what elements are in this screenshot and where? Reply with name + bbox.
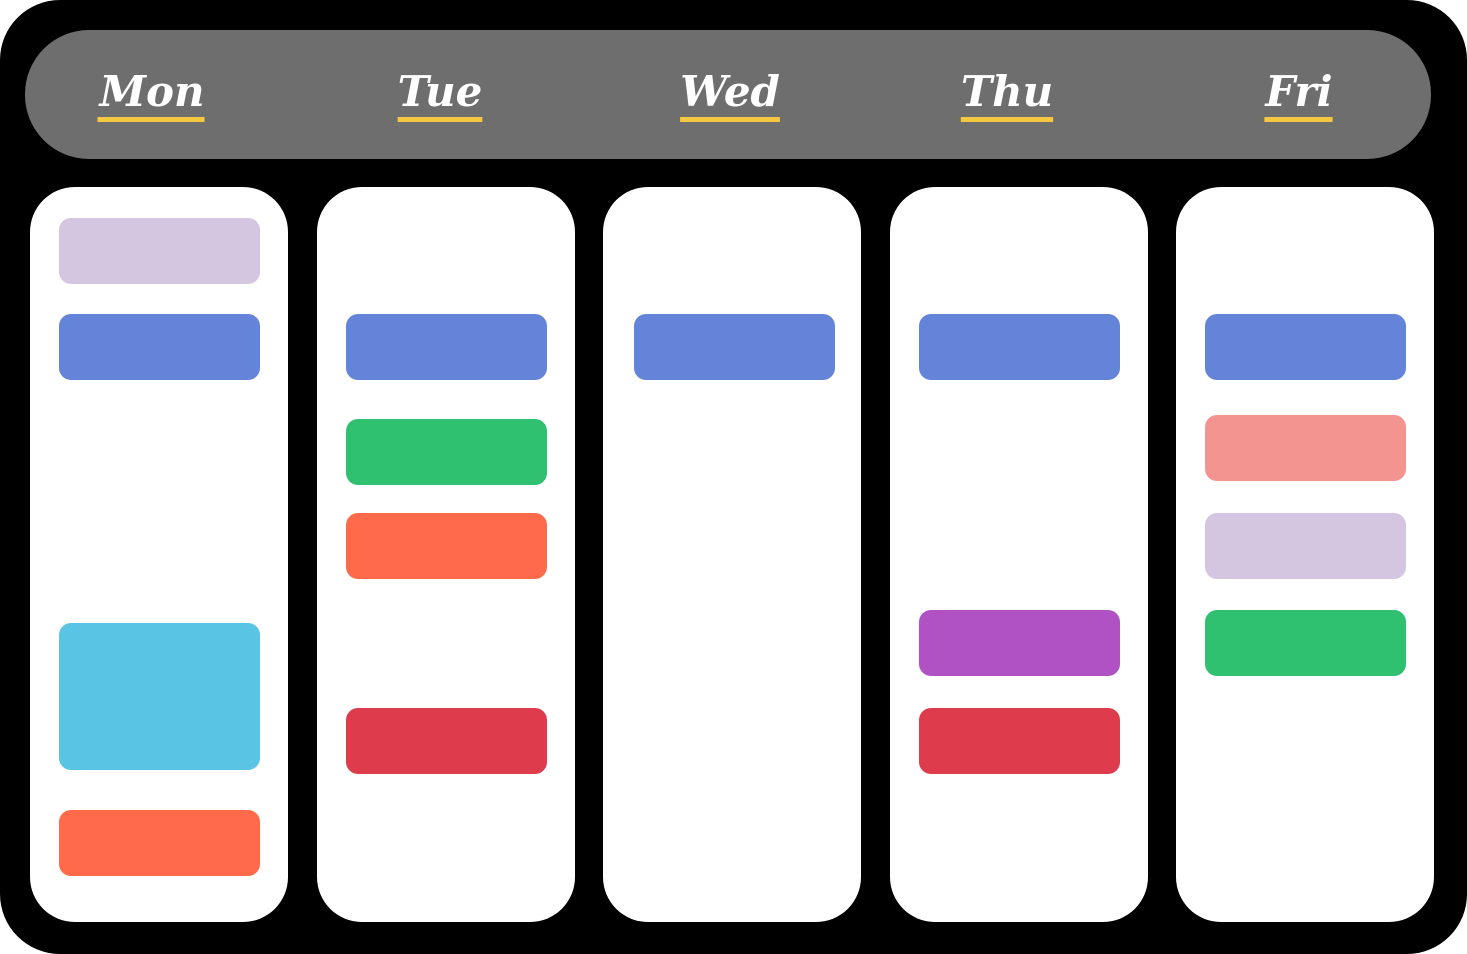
day-underline bbox=[1264, 117, 1333, 122]
event[interactable] bbox=[1205, 415, 1406, 481]
event[interactable] bbox=[919, 610, 1120, 676]
day-label[interactable]: Mon bbox=[97, 67, 204, 116]
day-underline bbox=[97, 117, 205, 122]
event[interactable] bbox=[59, 314, 260, 380]
event[interactable] bbox=[59, 810, 260, 876]
day-column bbox=[890, 187, 1148, 922]
event[interactable] bbox=[634, 314, 835, 380]
day-column bbox=[603, 187, 861, 922]
event[interactable] bbox=[346, 314, 547, 380]
day-label[interactable]: Wed bbox=[680, 67, 780, 116]
event[interactable] bbox=[59, 623, 260, 770]
event[interactable] bbox=[346, 419, 547, 485]
day-label[interactable]: Thu bbox=[961, 67, 1053, 116]
event[interactable] bbox=[919, 314, 1120, 380]
day-labels: Mon Tue Wed Thu Fri bbox=[97, 67, 1332, 116]
day-label[interactable]: Fri bbox=[1264, 67, 1332, 116]
event[interactable] bbox=[346, 708, 547, 774]
day-label[interactable]: Tue bbox=[398, 67, 483, 116]
event[interactable] bbox=[1205, 610, 1406, 676]
event[interactable] bbox=[59, 218, 260, 284]
event[interactable] bbox=[1205, 314, 1406, 380]
day-underline bbox=[680, 117, 780, 122]
header-bar bbox=[25, 30, 1431, 159]
event[interactable] bbox=[1205, 513, 1406, 579]
day-underline bbox=[960, 117, 1054, 122]
event[interactable] bbox=[346, 513, 547, 579]
day-underline bbox=[397, 117, 483, 122]
events bbox=[59, 218, 1406, 876]
event[interactable] bbox=[919, 708, 1120, 774]
